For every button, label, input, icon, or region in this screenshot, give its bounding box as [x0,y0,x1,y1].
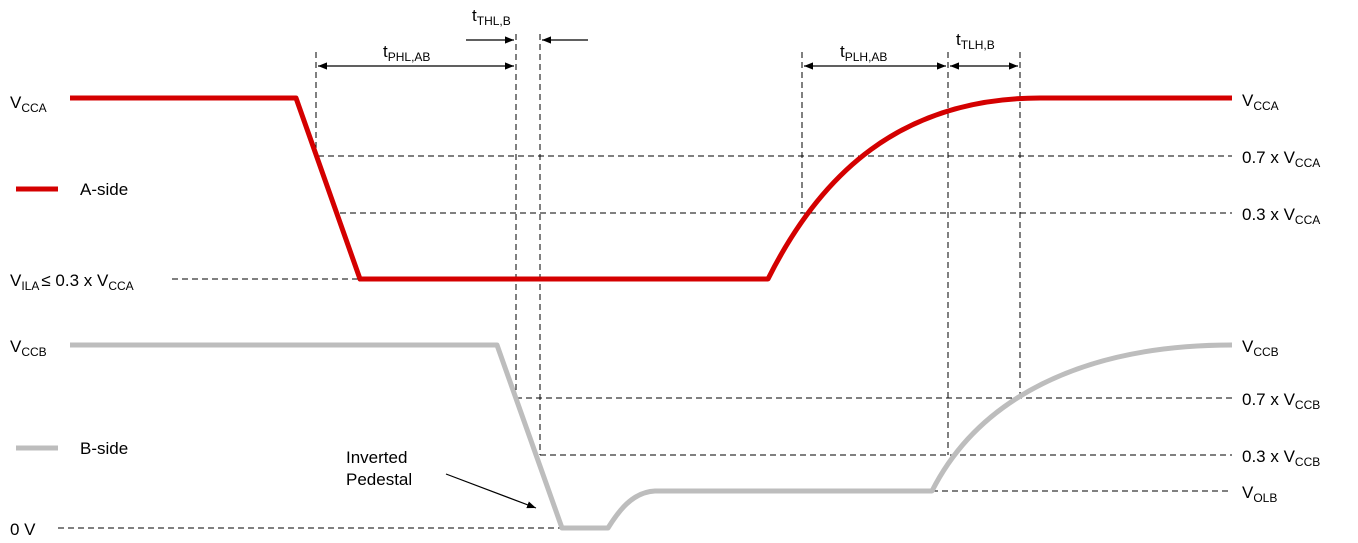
a-30-percent-label: 0.3 x VCCA [1242,205,1320,227]
b-side-waveform [70,342,1233,531]
a-side-legend-label: A-side [80,180,128,199]
tthl-label: tTHL,B [472,6,511,28]
tphl-label: tPHL,AB [383,42,430,64]
zero-volt-label: 0 V [10,520,36,539]
b-30-percent-label: 0.3 x VCCB [1242,447,1320,469]
vccb-left-label: VCCB [10,337,47,359]
tplh-label: tPLH,AB [840,42,887,64]
vcca-left-label: VCCA [10,93,47,115]
vccb-right-label: VCCB [1242,337,1279,359]
b-side-legend-label: B-side [80,439,128,458]
inverted-pedestal-arrow [445,473,537,509]
inverted-pedestal-label-line2: Pedestal [346,470,412,489]
vcca-right-label: VCCA [1242,91,1279,113]
inverted-pedestal-label-line1: Inverted [346,448,407,467]
ttlh-label: tTLH,B [956,30,995,52]
volb-label: VOLB [1242,483,1277,505]
a-70-percent-label: 0.7 x VCCA [1242,148,1320,170]
a-side-waveform [70,95,1232,282]
vila-label: VILA ≤ 0.3 x VCCA [10,271,134,293]
b-70-percent-label: 0.7 x VCCB [1242,390,1320,412]
